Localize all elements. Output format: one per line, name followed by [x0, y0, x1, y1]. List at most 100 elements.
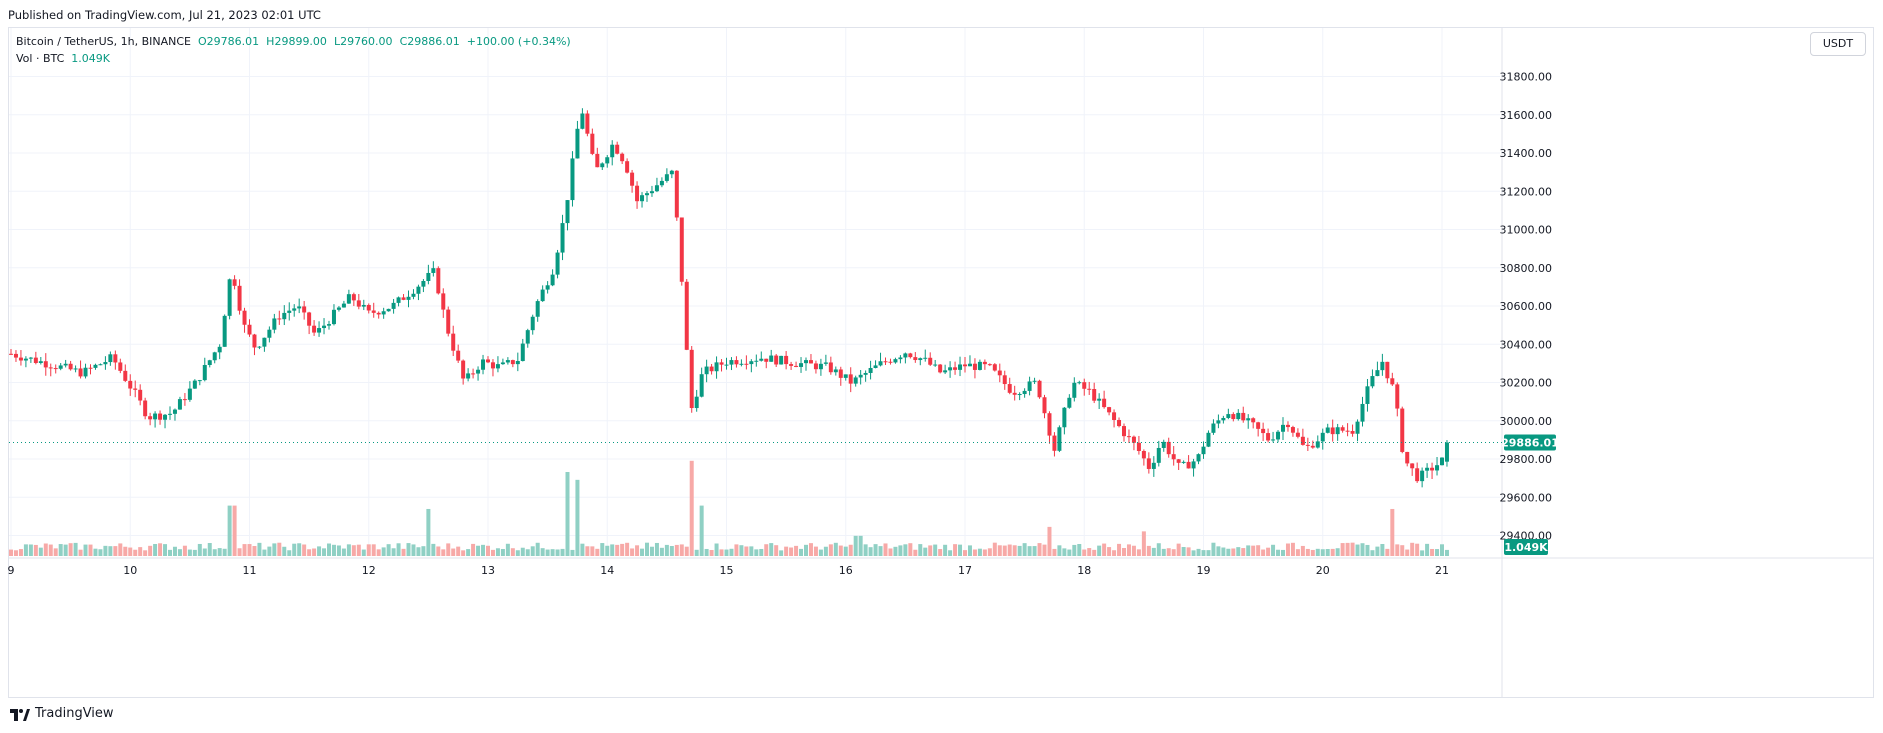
candle-body [1102, 398, 1107, 408]
symbol-legend: Bitcoin / TetherUS, 1h, BINANCE O29786.0… [16, 35, 571, 48]
volume-bar [1430, 548, 1435, 556]
volume-bar [1350, 542, 1355, 556]
volume-bar [535, 542, 540, 556]
volume-bar [317, 546, 322, 556]
candle-body [207, 360, 212, 365]
candle-body [237, 285, 242, 311]
candle-body [1330, 427, 1335, 435]
volume-bar [1057, 545, 1062, 556]
candle-body [148, 416, 153, 420]
candle-body [684, 281, 689, 350]
volume-bar [972, 549, 977, 556]
tradingview-logo-icon [10, 708, 30, 721]
volume-bar [143, 550, 148, 556]
symbol-title[interactable]: Bitcoin / TetherUS, 1h, BINANCE [16, 35, 192, 48]
volume-bar [401, 548, 406, 556]
volume-bar [356, 544, 361, 556]
volume-bar [764, 544, 769, 556]
candle-body [520, 343, 525, 362]
volume-bar [242, 544, 247, 556]
candle-body [1067, 397, 1072, 408]
volume-bar [868, 547, 873, 556]
volume-bar [933, 544, 938, 556]
volume-bar [1146, 545, 1151, 556]
volume-bar [1276, 549, 1281, 556]
volume-bar [987, 548, 992, 556]
currency-button[interactable]: USDT [1810, 32, 1866, 56]
volume-bar [1151, 547, 1156, 556]
volume-bar [456, 546, 461, 556]
candle-body [923, 357, 928, 359]
volume-bar [967, 545, 972, 556]
high-value: H29899.00 [266, 35, 327, 48]
volume-label[interactable]: Vol · BTC [16, 52, 65, 65]
candle-body [873, 365, 878, 368]
volume-bar [600, 543, 605, 556]
volume-bar [853, 535, 858, 556]
candle-body [1305, 444, 1310, 446]
candle-body [620, 153, 625, 162]
candle-body [714, 362, 719, 372]
candle-body [500, 362, 505, 365]
candle-body [1221, 417, 1226, 421]
volume-bar [252, 546, 257, 556]
candle-body [83, 367, 88, 377]
volume-bar [1196, 548, 1201, 556]
volume-bar [1375, 546, 1380, 556]
volume-bar [262, 549, 267, 556]
candle-body [441, 293, 446, 310]
volume-bar [212, 549, 217, 556]
volume-bar [247, 544, 252, 556]
volume-bar [918, 544, 923, 556]
candle-body [1007, 384, 1012, 393]
candle-body [247, 324, 252, 335]
volume-bar [630, 548, 635, 556]
volume-bar [615, 544, 620, 556]
candle-body [13, 353, 18, 358]
candle-body [212, 352, 217, 361]
volume-bar [53, 548, 58, 556]
candle-body [1410, 463, 1415, 469]
last-volume-tag [1504, 539, 1548, 555]
candle-body [888, 361, 893, 363]
volume-bar [123, 546, 128, 556]
candle-body [446, 309, 451, 334]
candle-body [1295, 432, 1300, 437]
volume-bar [1206, 550, 1211, 556]
candle-body [103, 362, 108, 365]
volume-bar [674, 544, 679, 556]
volume-bar [1385, 548, 1390, 556]
candle-body [456, 350, 461, 361]
volume-bar [694, 549, 699, 556]
candle-body [1425, 467, 1430, 471]
candle-body [1315, 441, 1320, 448]
candle-body [1310, 445, 1315, 448]
volume-bar [1107, 547, 1112, 556]
volume-bar [729, 548, 734, 556]
candle-body [789, 364, 794, 366]
candle-body [366, 304, 371, 311]
candle-body [1087, 388, 1092, 390]
candle-body [217, 346, 222, 353]
open-value: O29786.01 [198, 35, 260, 48]
volume-bar [774, 545, 779, 556]
candle-body [664, 174, 669, 181]
tradingview-logo[interactable]: TradingView [10, 706, 114, 721]
candle-body [694, 396, 699, 409]
volume-bar [1330, 548, 1335, 556]
volume-bar [620, 543, 625, 556]
candle-body [560, 223, 565, 253]
candle-body [28, 357, 33, 359]
y-tick-label: 30000.00 [1500, 415, 1553, 428]
volume-bar [525, 549, 530, 556]
candle-body [1057, 427, 1062, 451]
volume-bar [744, 546, 749, 556]
volume-bar [1161, 548, 1166, 556]
candle-body [948, 367, 953, 371]
volume-bar [858, 535, 863, 556]
volume-bar [28, 544, 33, 556]
volume-bar [1166, 548, 1171, 556]
volume-bar [828, 544, 833, 556]
volume-bar [172, 546, 177, 556]
